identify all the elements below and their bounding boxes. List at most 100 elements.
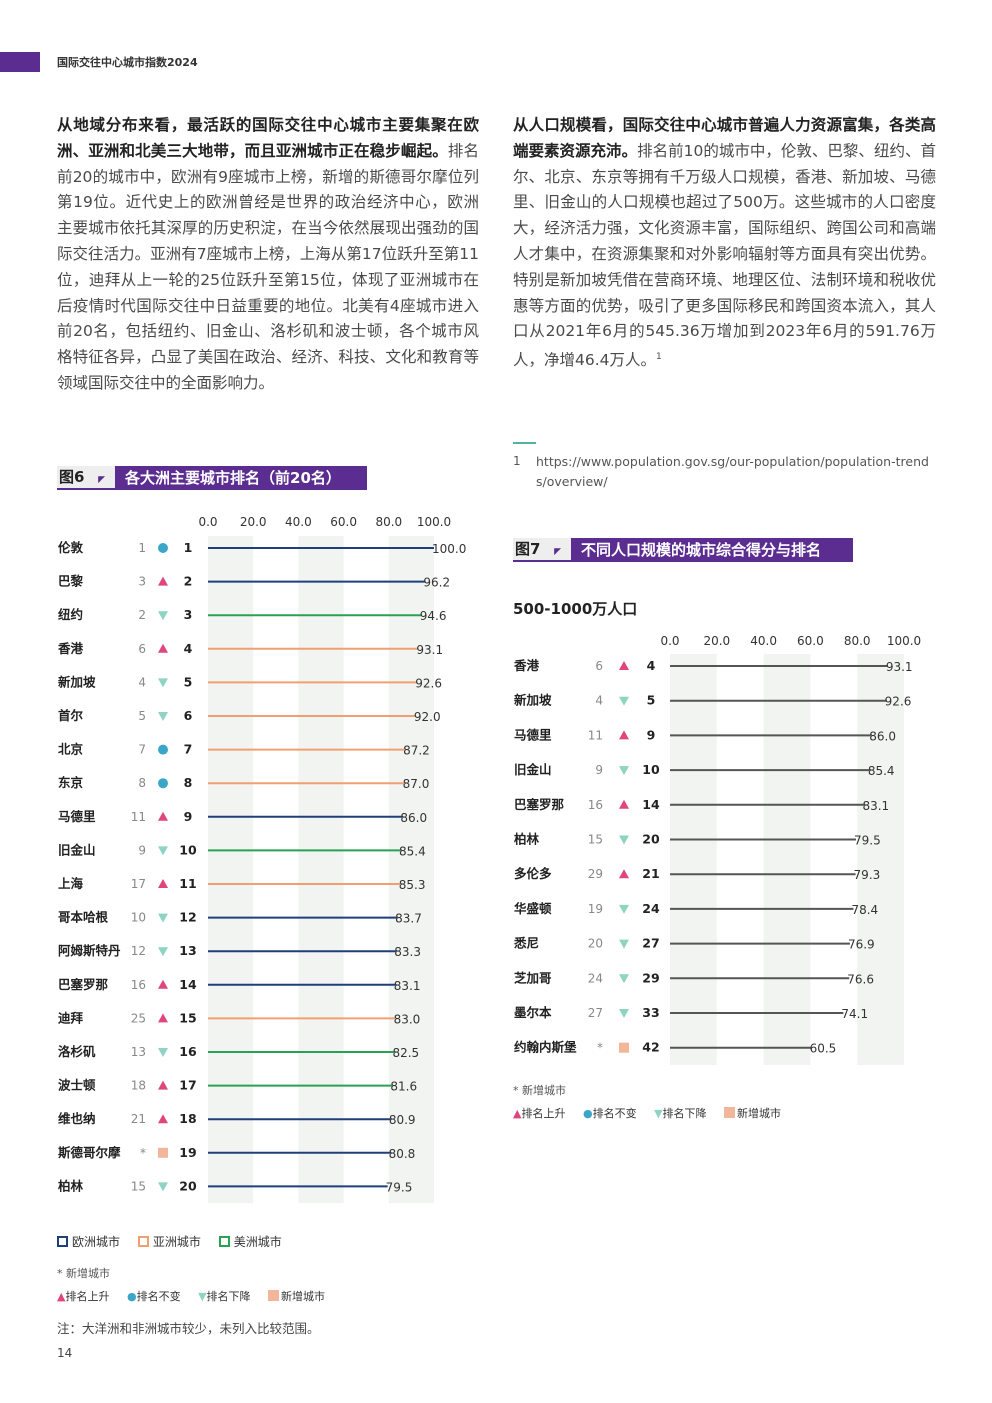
legend-america-swatch bbox=[218, 1236, 230, 1247]
city-label: 哥本哈根 bbox=[58, 910, 109, 925]
current-rank: 19 bbox=[179, 1145, 196, 1160]
rank-change-triangle-down-icon bbox=[619, 835, 629, 845]
rank-change-triangle-up-icon bbox=[158, 1013, 168, 1023]
current-rank: 5 bbox=[647, 693, 656, 708]
city-label: 旧金山 bbox=[514, 762, 552, 777]
previous-rank: 12 bbox=[131, 944, 146, 958]
previous-rank: 9 bbox=[138, 843, 146, 857]
tick-label: 60.0 bbox=[797, 634, 824, 648]
rank-change-triangle-down-icon bbox=[158, 678, 168, 688]
rank-change-triangle-down-icon bbox=[619, 766, 629, 776]
city-label: 悉尼 bbox=[513, 936, 539, 951]
previous-rank: * bbox=[140, 1146, 146, 1160]
value-label: 80.8 bbox=[389, 1147, 416, 1161]
value-label: 79.5 bbox=[386, 1180, 413, 1194]
rank-change-triangle-down-icon bbox=[158, 611, 168, 621]
figure-6-label-text: 图6 bbox=[59, 468, 85, 486]
previous-rank: 1 bbox=[138, 541, 146, 555]
value-label: 92.0 bbox=[414, 710, 441, 724]
rank-change-triangle-down-icon bbox=[158, 1182, 168, 1192]
value-label: 76.6 bbox=[847, 972, 874, 986]
triangle-down-icon: ▼ bbox=[654, 1107, 663, 1120]
legend-new: 新增城市 bbox=[268, 1290, 325, 1303]
symbol-legend-7: ▲排名上升 ●排名不变 ▼排名下降 新增城市 bbox=[513, 1105, 795, 1121]
grid-band bbox=[388, 536, 434, 1204]
value-label: 82.5 bbox=[392, 1046, 419, 1060]
rank-change-triangle-down-icon bbox=[158, 913, 168, 923]
current-rank: 4 bbox=[647, 658, 656, 673]
rank-change-triangle-down-icon bbox=[158, 712, 168, 721]
current-rank: 14 bbox=[642, 797, 660, 812]
legend-america: 美洲城市 bbox=[218, 1235, 282, 1249]
tick-label: 80.0 bbox=[375, 515, 402, 529]
previous-rank: 15 bbox=[131, 1179, 146, 1193]
tick-label: 100.0 bbox=[887, 634, 921, 648]
value-label: 85.3 bbox=[399, 878, 426, 892]
value-label: 74.1 bbox=[841, 1007, 868, 1021]
previous-rank: * bbox=[597, 1041, 603, 1055]
current-rank: 29 bbox=[642, 970, 659, 985]
value-label: 93.1 bbox=[886, 660, 913, 674]
footnote-link[interactable]: https://www.population.gov.sg/our-popula… bbox=[536, 454, 929, 489]
rank-change-triangle-down-icon bbox=[158, 947, 168, 957]
current-rank: 10 bbox=[179, 842, 197, 857]
value-label: 79.5 bbox=[854, 834, 881, 848]
previous-rank: 18 bbox=[131, 1079, 146, 1093]
value-label: 100.0 bbox=[432, 542, 466, 556]
current-rank: 33 bbox=[642, 1005, 659, 1020]
previous-rank: 16 bbox=[588, 798, 603, 812]
legend-same: ●排名不变 bbox=[583, 1107, 637, 1120]
current-rank: 27 bbox=[642, 936, 659, 951]
value-label: 86.0 bbox=[869, 729, 896, 743]
rank-change-square-icon bbox=[158, 1147, 168, 1158]
current-rank: 2 bbox=[184, 574, 193, 589]
current-rank: 4 bbox=[184, 641, 193, 656]
legend-same-label: 排名不变 bbox=[136, 1290, 181, 1303]
city-label: 华盛顿 bbox=[514, 901, 552, 916]
legend-up-label: 排名上升 bbox=[521, 1107, 566, 1120]
chart-remark: 注：大洋洲和非洲城市较少，未列入比较范围。 bbox=[57, 1321, 320, 1336]
previous-rank: 25 bbox=[131, 1011, 146, 1025]
previous-rank: 10 bbox=[131, 911, 146, 925]
footnote-number: 1 bbox=[513, 454, 521, 468]
previous-rank: 9 bbox=[595, 763, 603, 777]
legend-asia: 亚洲城市 bbox=[137, 1235, 201, 1249]
previous-rank: 11 bbox=[131, 810, 146, 824]
legend-up-label: 排名上升 bbox=[65, 1290, 110, 1303]
value-label: 83.3 bbox=[394, 945, 421, 959]
previous-rank: 6 bbox=[138, 642, 146, 656]
city-label: 东京 bbox=[58, 775, 84, 790]
city-label: 新加坡 bbox=[514, 693, 552, 708]
previous-rank: 27 bbox=[588, 1006, 603, 1020]
new-city-note: * 新增城市 bbox=[57, 1267, 110, 1280]
previous-rank: 8 bbox=[138, 776, 146, 790]
previous-rank: 21 bbox=[131, 1112, 146, 1126]
previous-rank: 24 bbox=[588, 971, 603, 985]
previous-rank: 16 bbox=[131, 978, 146, 992]
square-icon bbox=[724, 1107, 736, 1118]
figure-6-label: 图6 ◤ bbox=[57, 466, 115, 490]
grid-band bbox=[670, 654, 717, 1066]
rank-change-triangle-down-icon bbox=[619, 904, 629, 914]
grid-band bbox=[208, 536, 254, 1204]
figure-7-label: 图7 ◤ bbox=[513, 538, 571, 562]
page-number: 14 bbox=[57, 1346, 73, 1360]
rank-change-triangle-up-icon bbox=[619, 730, 629, 740]
legend-asia-label: 亚洲城市 bbox=[152, 1235, 201, 1249]
value-label: 94.6 bbox=[420, 609, 447, 623]
figure-6-title: 图6 ◤ 各大洲主要城市排名（前20名） bbox=[57, 466, 367, 490]
current-rank: 18 bbox=[179, 1111, 196, 1126]
current-rank: 20 bbox=[179, 1178, 197, 1193]
current-rank: 6 bbox=[184, 708, 193, 723]
city-label: 阿姆斯特丹 bbox=[58, 943, 121, 958]
legend-down: ▼排名下降 bbox=[654, 1107, 706, 1120]
legend-up: ▲排名上升 bbox=[513, 1107, 565, 1120]
current-rank: 42 bbox=[642, 1040, 659, 1055]
legend-down: ▼排名下降 bbox=[198, 1290, 250, 1303]
tick-label: 20.0 bbox=[703, 634, 730, 648]
legend-america-label: 美洲城市 bbox=[233, 1235, 282, 1249]
tick-label: 60.0 bbox=[330, 515, 357, 529]
current-rank: 15 bbox=[179, 1010, 196, 1025]
rank-change-circle-icon bbox=[158, 744, 168, 755]
grid-band bbox=[763, 654, 811, 1066]
